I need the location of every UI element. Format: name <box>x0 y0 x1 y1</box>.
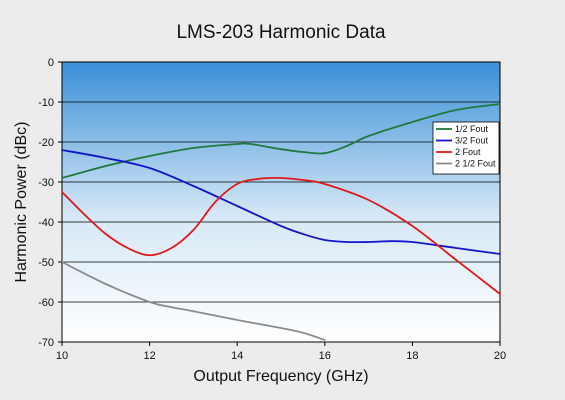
y-tick-label-0: 0 <box>48 57 54 69</box>
legend-label-2: 2 Fout <box>455 147 481 157</box>
series-line-1 <box>61 149 501 255</box>
legend-label-0: 1/2 Fout <box>455 124 489 134</box>
x-tick-label-3: 16 <box>319 350 331 362</box>
y-tick-label-4: -40 <box>38 217 54 229</box>
y-axis-title: Harmonic Power (dBc) <box>13 122 30 283</box>
y-tick-label-1: -10 <box>38 97 54 109</box>
x-tick-label-1: 12 <box>143 350 155 362</box>
legend-box <box>432 121 500 175</box>
legend-label-3: 2 1/2 Fout <box>455 159 496 169</box>
y-tick-label-3: -30 <box>38 177 54 189</box>
series-line-2 <box>61 177 501 295</box>
y-tick-label-5: -50 <box>38 257 54 269</box>
x-axis-title: Output Frequency (GHz) <box>193 368 368 385</box>
x-tick-label-4: 18 <box>406 350 418 362</box>
series-line-3 <box>61 261 326 341</box>
gridlines <box>62 101 500 303</box>
x-tick-label-0: 10 <box>56 350 68 362</box>
series-layer <box>61 103 501 341</box>
x-tick-label-5: 20 <box>494 350 506 362</box>
y-tick-label-6: -60 <box>38 297 54 309</box>
plot-area-background <box>61 61 501 343</box>
series-line-0 <box>61 103 501 179</box>
y-tick-label-2: -20 <box>38 137 54 149</box>
x-tick-label-2: 14 <box>231 350 243 362</box>
chart-title: LMS-203 Harmonic Data <box>176 22 386 43</box>
legend-label-1: 3/2 Fout <box>455 136 489 146</box>
y-tick-label-7: -70 <box>38 337 54 349</box>
